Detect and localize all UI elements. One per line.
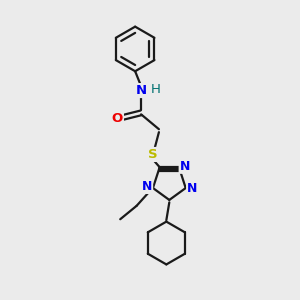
Text: S: S [148, 148, 158, 161]
Text: O: O [112, 112, 123, 125]
Text: N: N [142, 180, 152, 193]
Text: H: H [150, 82, 160, 96]
Text: N: N [180, 160, 190, 173]
Text: N: N [136, 84, 147, 97]
Text: N: N [187, 182, 197, 194]
